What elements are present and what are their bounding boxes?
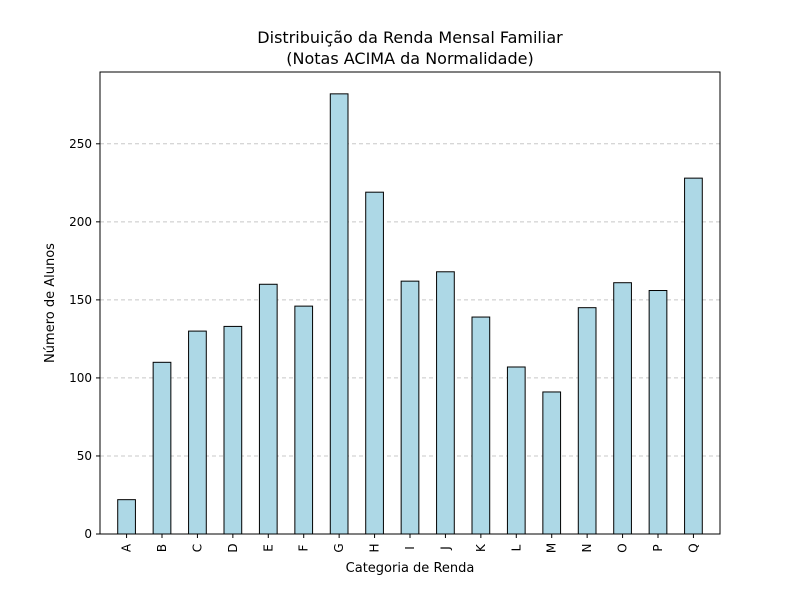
bar-j <box>436 271 455 535</box>
bar-i <box>400 280 420 535</box>
y-axis-label: Número de Alunos <box>43 243 58 363</box>
bar-f <box>294 305 314 535</box>
y-tick-label: 0 <box>84 527 92 541</box>
x-tick-label: B <box>155 544 169 552</box>
bar-d <box>223 325 243 535</box>
bar-k <box>471 316 491 535</box>
bar-a <box>117 499 136 535</box>
x-tick-label: I <box>403 546 417 550</box>
bar-p <box>648 290 668 535</box>
bar-g <box>329 93 349 535</box>
x-tick-label: Q <box>686 543 700 552</box>
x-tick-label: A <box>120 543 134 552</box>
x-tick-label: E <box>261 544 275 552</box>
x-tick-label: P <box>651 544 665 551</box>
x-tick-label: G <box>332 543 346 552</box>
x-tick-label: J <box>438 546 452 551</box>
bar-l <box>506 366 526 535</box>
bar-o <box>613 282 632 535</box>
bar-n <box>577 307 597 535</box>
y-tick-label: 200 <box>69 215 92 229</box>
x-tick-label: O <box>616 543 630 552</box>
bar-c <box>188 330 207 535</box>
x-axis-ticks: A B C D E F G H I J K L M N O P Q <box>120 534 700 553</box>
x-axis-label: Categoria de Renda <box>346 561 475 576</box>
bar-q <box>684 177 703 535</box>
x-tick-label: M <box>545 543 559 553</box>
x-tick-label: F <box>297 544 311 551</box>
chart-subtitle: (Notas ACIMA da Normalidade) <box>286 49 533 68</box>
y-tick-label: 250 <box>69 137 92 151</box>
bar-h <box>365 191 384 535</box>
y-tick-label: 100 <box>69 371 92 385</box>
bar-e <box>258 283 278 535</box>
bars <box>117 93 703 535</box>
y-tick-label: 150 <box>69 293 92 307</box>
x-tick-label: N <box>580 544 594 553</box>
x-tick-label: D <box>226 543 240 552</box>
bar-b <box>152 361 172 535</box>
bar-m <box>542 391 562 535</box>
x-tick-label: K <box>474 543 488 552</box>
x-tick-label: L <box>509 544 523 551</box>
x-tick-label: C <box>190 544 204 552</box>
chart-title: Distribuição da Renda Mensal Familiar <box>257 28 563 47</box>
y-axis-ticks: 0 50 100 150 200 250 <box>69 137 100 541</box>
x-tick-label: H <box>368 543 382 552</box>
y-tick-label: 50 <box>77 449 92 463</box>
